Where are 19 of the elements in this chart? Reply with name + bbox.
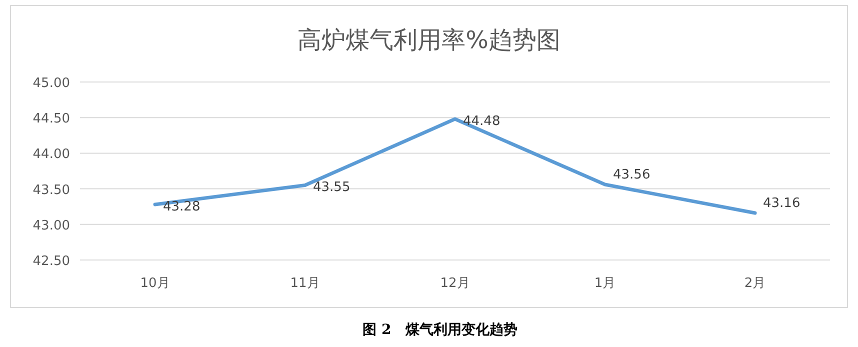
data-label: 43.16 (763, 196, 800, 212)
y-tick-label: 43.00 (32, 218, 70, 234)
y-tick-label: 42.50 (32, 254, 70, 269)
x-tick-label: 11月 (290, 276, 320, 291)
caption: 图 2 煤气利用变化趋势 (362, 321, 518, 338)
x-tick-label: 2月 (744, 276, 766, 291)
y-tick-label: 43.50 (32, 182, 70, 198)
chart-title: 高炉煤气利用率%趋势图 (298, 26, 560, 54)
x-tick-label: 12月 (440, 276, 470, 291)
y-tick-label: 45.00 (32, 76, 70, 91)
data-label: 43.56 (613, 168, 650, 183)
data-label: 43.55 (313, 180, 350, 196)
x-tick-label: 1月 (594, 276, 616, 291)
y-tick-label: 44.50 (32, 112, 70, 127)
line-series (153, 117, 757, 215)
data-label: 43.28 (163, 199, 200, 214)
y-tick-label: 44.00 (32, 147, 70, 162)
data-label: 44.48 (463, 114, 500, 130)
x-tick-label: 10月 (140, 276, 170, 291)
